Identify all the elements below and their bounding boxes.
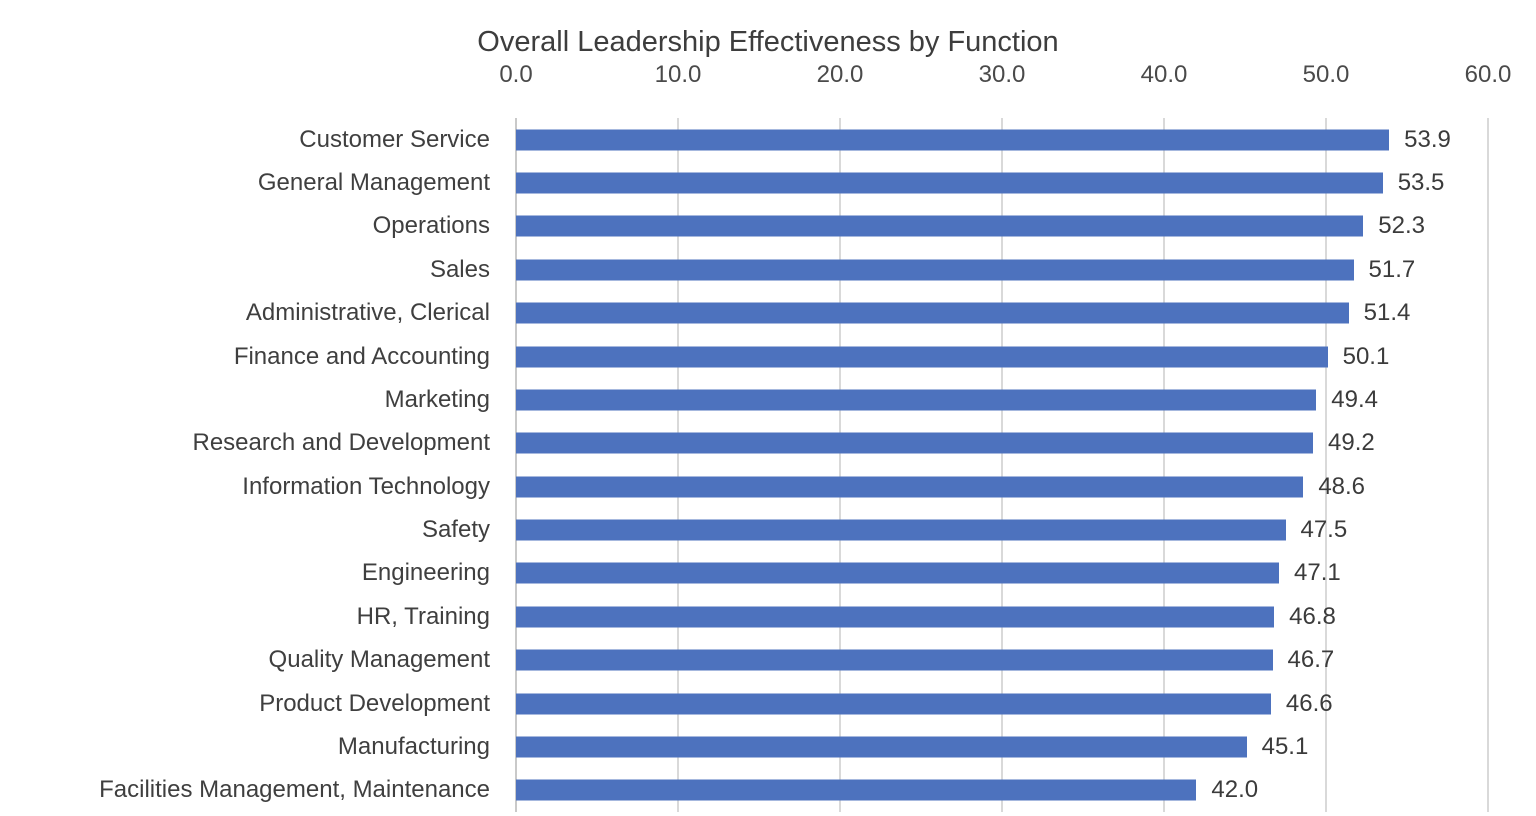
category-label: Administrative, Clerical bbox=[245, 299, 490, 327]
bar bbox=[516, 693, 1271, 715]
chart-row: Facilities Management, Maintenance 42.0 bbox=[0, 769, 1536, 812]
category-label: Facilities Management, Maintenance bbox=[99, 776, 490, 804]
category-label: Safety bbox=[421, 516, 490, 544]
gridline bbox=[676, 118, 679, 812]
bar-track: 53.9 bbox=[516, 118, 1488, 161]
plot-area bbox=[515, 118, 1489, 812]
gridline bbox=[1162, 118, 1165, 812]
value-label: 51.7 bbox=[1368, 255, 1416, 283]
category-label: Engineering bbox=[361, 559, 490, 587]
category-label: Customer Service bbox=[299, 125, 490, 153]
value-label: 46.6 bbox=[1285, 689, 1333, 717]
chart-row: Operations 52.3 bbox=[0, 205, 1536, 248]
bar-track: 46.6 bbox=[516, 682, 1488, 725]
value-label: 52.3 bbox=[1378, 212, 1425, 240]
bar-track: 49.2 bbox=[516, 422, 1488, 465]
gridline bbox=[1487, 118, 1489, 812]
y-axis-line bbox=[515, 118, 517, 812]
category-label: Marketing bbox=[384, 385, 490, 413]
chart-row: Customer Service 53.9 bbox=[0, 118, 1536, 161]
bar-track: 47.5 bbox=[516, 508, 1488, 551]
value-label: 48.6 bbox=[1318, 472, 1366, 500]
bar bbox=[516, 562, 1280, 584]
x-axis-tick: 10.0 bbox=[654, 61, 702, 88]
bar-track: 48.6 bbox=[516, 465, 1488, 508]
chart-row: Marketing 49.4 bbox=[0, 378, 1536, 421]
x-axis: 0.0 10.0 20.0 30.0 40.0 50.0 60.0 bbox=[499, 61, 1511, 91]
chart-row: Product Development 46.6 bbox=[0, 682, 1536, 725]
category-label: Manufacturing bbox=[337, 732, 490, 760]
bar-track: 45.1 bbox=[516, 725, 1488, 768]
gridline bbox=[838, 118, 841, 812]
bar-track: 51.4 bbox=[516, 292, 1488, 335]
category-label: Product Development bbox=[259, 689, 490, 717]
bar bbox=[516, 649, 1273, 671]
bar-track: 49.4 bbox=[516, 378, 1488, 421]
x-axis-tick: 0.0 bbox=[499, 61, 533, 88]
value-label: 46.8 bbox=[1289, 602, 1336, 630]
category-label: Sales bbox=[429, 255, 490, 283]
chart-title: Overall Leadership Effectiveness by Func… bbox=[477, 26, 1059, 58]
bar bbox=[516, 736, 1247, 758]
bar-track: 51.7 bbox=[516, 248, 1488, 291]
value-label: 49.2 bbox=[1328, 429, 1375, 457]
x-axis-tick: 40.0 bbox=[1140, 61, 1188, 88]
gridline bbox=[1001, 118, 1003, 812]
chart-row: Safety 47.5 bbox=[0, 508, 1536, 551]
bar bbox=[516, 606, 1275, 628]
x-axis-tick: 30.0 bbox=[978, 61, 1026, 88]
chart-row: Administrative, Clerical 51.4 bbox=[0, 292, 1536, 335]
value-label: 42.0 bbox=[1211, 776, 1259, 804]
bar-track: 42.0 bbox=[516, 769, 1488, 812]
chart-row: General Management 53.5 bbox=[0, 161, 1536, 204]
value-label: 53.5 bbox=[1397, 169, 1445, 197]
category-label: General Management bbox=[257, 169, 490, 197]
bar-track: 46.8 bbox=[516, 595, 1488, 638]
value-label: 51.4 bbox=[1363, 299, 1411, 327]
bar bbox=[516, 346, 1328, 368]
chart-row: Research and Development 49.2 bbox=[0, 422, 1536, 465]
bar bbox=[516, 172, 1383, 194]
category-label: Quality Management bbox=[268, 646, 490, 674]
value-label: 47.5 bbox=[1300, 516, 1348, 544]
value-label: 46.7 bbox=[1287, 646, 1335, 674]
chart-row: Engineering 47.1 bbox=[0, 552, 1536, 595]
chart-row: Quality Management 46.7 bbox=[0, 639, 1536, 682]
chart-row: Finance and Accounting 50.1 bbox=[0, 335, 1536, 378]
value-label: 45.1 bbox=[1261, 732, 1309, 760]
category-label: Operations bbox=[372, 212, 490, 240]
category-label: Finance and Accounting bbox=[233, 342, 490, 370]
category-label: HR, Training bbox=[356, 602, 490, 630]
bar bbox=[516, 779, 1197, 801]
bar bbox=[516, 215, 1364, 237]
chart-row: Sales 51.7 bbox=[0, 248, 1536, 291]
category-label: Information Technology bbox=[242, 472, 490, 500]
bar bbox=[516, 259, 1354, 281]
bar bbox=[516, 389, 1317, 411]
chart-row: Manufacturing 45.1 bbox=[0, 725, 1536, 768]
bar bbox=[516, 519, 1286, 541]
x-axis-tick: 60.0 bbox=[1464, 61, 1512, 88]
value-label: 50.1 bbox=[1342, 342, 1390, 370]
bar bbox=[516, 129, 1390, 151]
gridline bbox=[1325, 118, 1327, 812]
bar-track: 53.5 bbox=[516, 161, 1488, 204]
bar bbox=[516, 432, 1314, 454]
category-label: Research and Development bbox=[192, 429, 490, 457]
value-label: 49.4 bbox=[1331, 385, 1378, 413]
chart-rows: Customer Service 53.9 General Management 53… bbox=[0, 118, 1536, 812]
value-label: 47.1 bbox=[1294, 559, 1341, 587]
bar-track: 52.3 bbox=[516, 205, 1488, 248]
bar bbox=[516, 476, 1304, 498]
x-axis-tick: 50.0 bbox=[1302, 61, 1350, 88]
bar-track: 50.1 bbox=[516, 335, 1488, 378]
chart-row: HR, Training 46.8 bbox=[0, 595, 1536, 638]
chart-row: Information Technology 48.6 bbox=[0, 465, 1536, 508]
x-axis-tick: 20.0 bbox=[816, 61, 864, 88]
bar-track: 47.1 bbox=[516, 552, 1488, 595]
bar-track: 46.7 bbox=[516, 639, 1488, 682]
bar bbox=[516, 302, 1349, 324]
value-label: 53.9 bbox=[1404, 125, 1451, 153]
